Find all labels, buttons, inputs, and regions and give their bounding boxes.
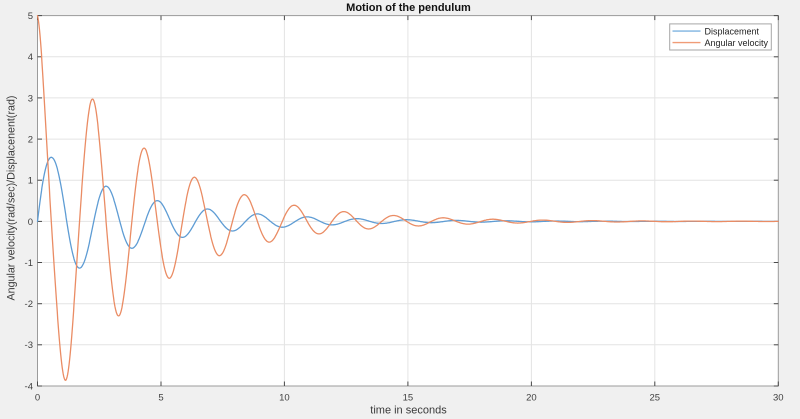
svg-text:Motion of the pendulum: Motion of the pendulum	[346, 2, 471, 14]
svg-text:0: 0	[35, 393, 40, 404]
svg-text:time in seconds: time in seconds	[370, 405, 447, 417]
svg-text:0: 0	[28, 217, 33, 228]
svg-text:2: 2	[28, 135, 33, 146]
svg-text:10: 10	[279, 393, 290, 404]
svg-text:-4: -4	[25, 381, 33, 392]
svg-text:5: 5	[158, 393, 163, 404]
svg-text:30: 30	[773, 393, 784, 404]
svg-text:Angular velocity(rad/sec)/Disp: Angular velocity(rad/sec)/Displacenent(r…	[6, 96, 18, 301]
svg-text:1: 1	[28, 176, 33, 187]
svg-text:15: 15	[403, 393, 414, 404]
svg-text:-2: -2	[25, 299, 33, 310]
svg-text:Displacement: Displacement	[705, 26, 760, 36]
svg-text:-3: -3	[25, 340, 33, 351]
svg-text:25: 25	[650, 393, 661, 404]
svg-text:5: 5	[28, 11, 33, 22]
svg-text:Angular velocity: Angular velocity	[705, 38, 769, 48]
svg-text:4: 4	[28, 52, 33, 63]
svg-text:-1: -1	[25, 258, 33, 269]
svg-text:3: 3	[28, 93, 33, 104]
svg-text:20: 20	[526, 393, 537, 404]
